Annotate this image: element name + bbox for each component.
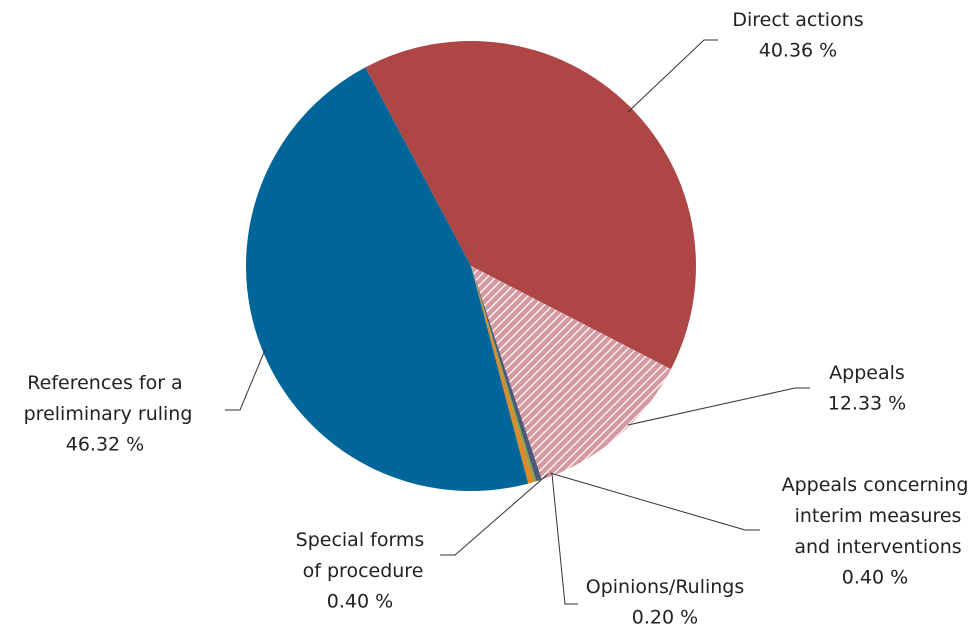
pie-slice: [245, 67, 529, 492]
label-line: Special forms: [296, 529, 425, 551]
label-line: Appeals: [829, 362, 905, 384]
slice-label: References for a preliminary ruling: [18, 372, 193, 425]
label-line: References for a: [27, 372, 182, 394]
label-line: Appeals concerning: [782, 474, 969, 496]
label-line: preliminary ruling: [18, 403, 193, 425]
label-line: Direct actions: [732, 9, 863, 31]
leader-line: [225, 349, 266, 411]
label-line: of procedure: [297, 560, 424, 582]
pie-slice: [471, 266, 671, 480]
value-label: 0.40 %: [327, 591, 393, 613]
slice-label: Appeals: [829, 362, 905, 384]
pie-slice: [471, 266, 542, 482]
slice-label: Special forms of procedure: [296, 529, 425, 582]
label-line: Opinions/Rulings: [586, 576, 745, 598]
value-label: 40.36 %: [759, 40, 838, 62]
value-label: 0.40 %: [842, 567, 908, 589]
label-line: and interventions: [788, 536, 961, 558]
value-label: 12.33 %: [828, 393, 907, 415]
leader-line: [551, 473, 578, 605]
label-line: interim measures: [789, 505, 962, 527]
leader-line: [627, 387, 810, 426]
slice-label: Opinions/Rulings: [586, 576, 745, 598]
leader-line: [440, 473, 549, 556]
value-label: 0.20 %: [632, 607, 698, 629]
pie-slice: [471, 266, 534, 484]
value-label: 46.32 %: [66, 434, 145, 456]
pie-slice: [365, 40, 696, 370]
leader-line: [627, 39, 718, 113]
pie-slice: [471, 266, 537, 483]
slice-label: Appeals concerning interim measures and …: [782, 474, 969, 558]
slice-label: Direct actions: [732, 9, 863, 31]
leader-line: [549, 472, 760, 531]
